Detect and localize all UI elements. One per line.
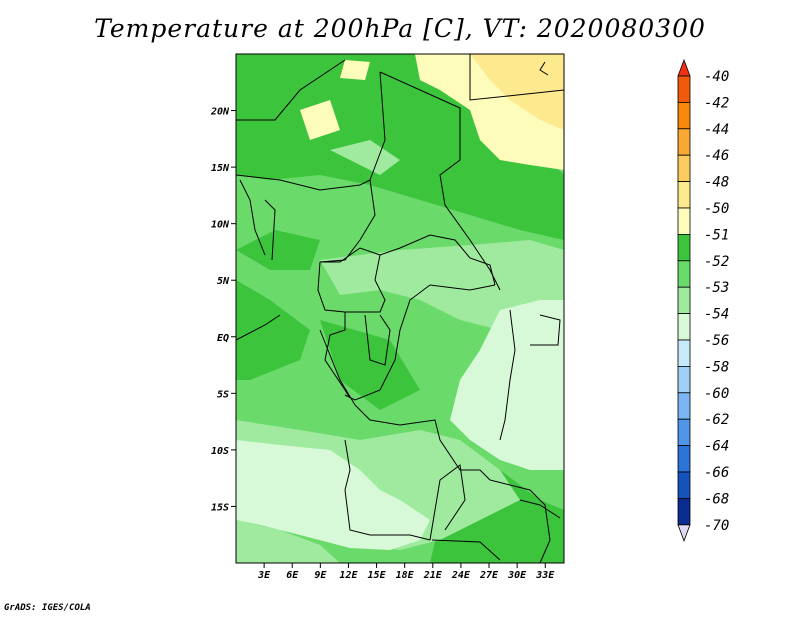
boundary-nigeria-west bbox=[264, 199, 276, 261]
boundary-zambia-west bbox=[429, 464, 466, 541]
colorbar-level-label: -52 bbox=[704, 254, 729, 270]
colorbar-bin bbox=[677, 102, 691, 130]
colorbar-bin bbox=[677, 154, 691, 182]
field-band-50-ne bbox=[470, 54, 564, 130]
colorbar-level-label: -70 bbox=[704, 518, 729, 534]
lon-tick-label: 27E bbox=[479, 570, 499, 581]
colorbar-bin bbox=[677, 128, 691, 156]
lat-tick-label: 20N bbox=[210, 107, 230, 118]
colorbar-bin bbox=[677, 286, 691, 315]
boundary-zambia-east bbox=[489, 479, 551, 563]
colorbar-bin bbox=[677, 260, 691, 288]
field-band-54-sw bbox=[236, 440, 430, 550]
colorbar-level-label: -54 bbox=[704, 307, 729, 323]
boundary-cameroon bbox=[317, 254, 386, 313]
boundary-niger bbox=[236, 59, 346, 121]
coast-west bbox=[236, 314, 281, 341]
lat-tick-label: 5S bbox=[217, 389, 229, 400]
field-band-53-north bbox=[320, 240, 564, 330]
boundary-nigeria-north bbox=[236, 174, 371, 191]
colorbar-bin bbox=[677, 233, 691, 262]
colorbar-level-label: -48 bbox=[704, 175, 729, 191]
field-band-52 bbox=[236, 54, 564, 240]
boundary-car-north bbox=[320, 234, 496, 286]
colorbar-level-label: -51 bbox=[704, 227, 729, 243]
lon-tick-label: 15E bbox=[368, 570, 387, 581]
colorbar-level-label: -53 bbox=[704, 280, 729, 296]
colorbar-bin bbox=[677, 418, 691, 447]
colorbar-level-label: -40 bbox=[704, 69, 729, 85]
boundary-east-lakes bbox=[499, 309, 516, 441]
colorbar-level-label: -64 bbox=[704, 439, 729, 455]
colorbar-under-triangle bbox=[677, 524, 691, 542]
field-patch-52-nw bbox=[236, 230, 320, 270]
lon-tick-label: 21E bbox=[423, 570, 443, 581]
colorbar-bin bbox=[677, 445, 691, 473]
boundary-chad-sudan bbox=[379, 71, 501, 291]
lat-tick-label: 10S bbox=[211, 446, 229, 457]
lat-tick-label: 5N bbox=[217, 276, 230, 287]
colorbar-bin bbox=[677, 392, 691, 420]
colorbar-bin bbox=[677, 339, 691, 367]
boundary-uganda bbox=[530, 314, 561, 346]
colorbar-level-label: -62 bbox=[704, 412, 729, 428]
field-patch-51-north bbox=[300, 100, 340, 140]
grads-credit: GrADS: IGES/COLA bbox=[4, 603, 91, 613]
latitude-axis: 20N 15N 10N 5N EQ 5S 10S 15S bbox=[210, 107, 236, 513]
boundary-angola-south bbox=[344, 439, 431, 541]
field-patch-53-sw bbox=[236, 520, 340, 563]
boundary-benin-nigeria bbox=[239, 179, 266, 256]
boundary-angola-drc bbox=[354, 404, 491, 481]
field-patch-52-central bbox=[320, 320, 420, 410]
colorbar-bin bbox=[677, 497, 691, 526]
field-band-54-east bbox=[450, 300, 564, 470]
colorbar-level-label: -56 bbox=[704, 333, 729, 349]
field-patch-53-north bbox=[330, 140, 400, 175]
lat-tick-label: 15N bbox=[211, 163, 230, 174]
lat-tick-label: EQ bbox=[217, 333, 229, 344]
lon-tick-label: 3E bbox=[257, 570, 271, 581]
colorbar-level-label: -42 bbox=[704, 95, 729, 111]
colorbar-level-label: -46 bbox=[704, 148, 729, 164]
colorbar-level-label: -50 bbox=[704, 201, 729, 217]
lat-tick-label: 10N bbox=[211, 220, 230, 231]
colorbar-level-label: -66 bbox=[704, 465, 729, 481]
colorbar-level-label: -68 bbox=[704, 491, 729, 507]
colorbar-level-label: -58 bbox=[704, 359, 729, 375]
temperature-field bbox=[236, 54, 564, 563]
boundaries bbox=[236, 54, 564, 563]
lon-tick-label: 30E bbox=[507, 570, 527, 581]
colorbar-level-label: -60 bbox=[704, 386, 729, 402]
boundary-malawi bbox=[519, 499, 561, 519]
colorbar-bin bbox=[677, 181, 691, 209]
lon-tick-label: 24E bbox=[451, 570, 471, 581]
colorbar-bin bbox=[677, 471, 691, 499]
boundary-chad-west bbox=[319, 71, 386, 263]
coast-ne bbox=[539, 61, 549, 76]
field-patch-51-top bbox=[340, 60, 370, 80]
boundary-zambia-south bbox=[431, 539, 501, 561]
lon-tick-label: 9E bbox=[314, 570, 327, 581]
boundary-drc-north bbox=[344, 284, 496, 401]
lon-tick-label: 33E bbox=[535, 570, 555, 581]
lon-tick-label: 6E bbox=[286, 570, 299, 581]
coast-congo bbox=[319, 329, 356, 406]
map-frame bbox=[235, 53, 565, 564]
colorbar-level-label: -44 bbox=[704, 122, 729, 138]
colorbar-bin bbox=[677, 75, 691, 103]
colorbar-bin bbox=[677, 313, 691, 341]
chart-title: Temperature at 200hPa [C], VT: 202008030… bbox=[94, 14, 706, 43]
boundary-libya-egypt bbox=[469, 54, 564, 101]
field-patch-52-west bbox=[236, 280, 310, 380]
lon-tick-label: 18E bbox=[396, 570, 415, 581]
boundary-congo bbox=[364, 314, 391, 366]
longitude-axis: 3E 6E 9E 12E 15E 18E 21E 24E 27E 30E 33E bbox=[257, 563, 555, 581]
colorbar: -40 -42 -44 -46 -48 -50 -51 -52 -53 -54 -56 -58 -60 -… bbox=[677, 58, 729, 542]
colorbar-bin bbox=[677, 365, 691, 394]
lat-tick-label: 15S bbox=[211, 502, 229, 513]
colorbar-over-triangle bbox=[677, 58, 691, 77]
colorbar-bin bbox=[677, 207, 691, 235]
lon-tick-label: 12E bbox=[339, 570, 358, 581]
